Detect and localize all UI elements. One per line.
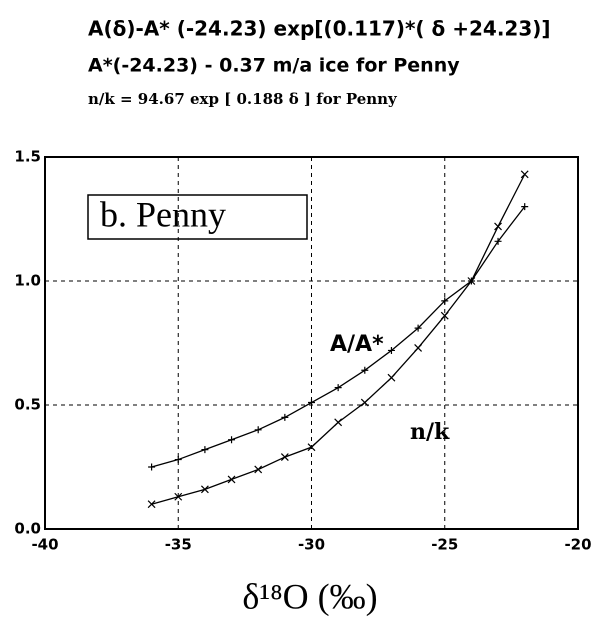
plot-frame — [44, 156, 579, 530]
y-tick-label: 0.5 — [14, 396, 41, 414]
data-point — [254, 465, 263, 474]
data-point — [467, 277, 476, 285]
data-point — [360, 398, 369, 407]
series-label: A/A* — [330, 332, 384, 357]
x-tick-label: -35 — [165, 536, 192, 554]
x-tick-label: -30 — [298, 536, 325, 554]
y-tick-label: 1.5 — [14, 148, 41, 166]
data-point — [281, 413, 289, 421]
data-point — [254, 426, 262, 434]
panel-label: b. Penny — [100, 194, 226, 234]
x-tick-label: -20 — [564, 536, 591, 554]
x-axis-label: δ¹⁸O (‰) — [242, 576, 377, 616]
x-tick-label: -40 — [31, 536, 58, 554]
y-tick-label: 0.0 — [14, 520, 41, 538]
y-tick-label: 1.0 — [14, 272, 41, 290]
x-tick-label: -25 — [431, 536, 458, 554]
title-line: n/k = 94.67 exp [ 0.188 δ ] for Penny — [88, 90, 398, 108]
data-point — [494, 237, 502, 245]
data-point — [148, 463, 156, 471]
data-point — [174, 456, 182, 464]
data-point — [307, 443, 316, 452]
data-point — [174, 492, 183, 501]
data-point — [414, 324, 422, 332]
data-point — [228, 436, 236, 444]
data-point — [227, 475, 236, 484]
data-point — [414, 344, 423, 352]
panel-box — [87, 194, 308, 240]
data-point — [147, 500, 156, 509]
data-point — [334, 384, 342, 392]
title-line: A*(-24.23) - 0.37 m/a ice for Penny — [88, 55, 460, 77]
data-point — [494, 222, 502, 231]
data-point — [361, 366, 369, 374]
data-point — [280, 453, 289, 462]
data-point — [441, 297, 449, 305]
data-point — [201, 446, 209, 454]
data-point — [308, 399, 315, 407]
data-point — [200, 485, 209, 494]
data-point — [387, 346, 395, 354]
series-label: n/k — [410, 419, 450, 445]
data-point — [521, 203, 529, 211]
title-line: A(δ)-A* (-24.23) exp[(0.117)*( δ +24.23)… — [88, 17, 551, 41]
data-point — [387, 373, 396, 382]
data-point — [520, 170, 529, 179]
data-point — [440, 311, 449, 320]
data-point — [334, 418, 343, 427]
